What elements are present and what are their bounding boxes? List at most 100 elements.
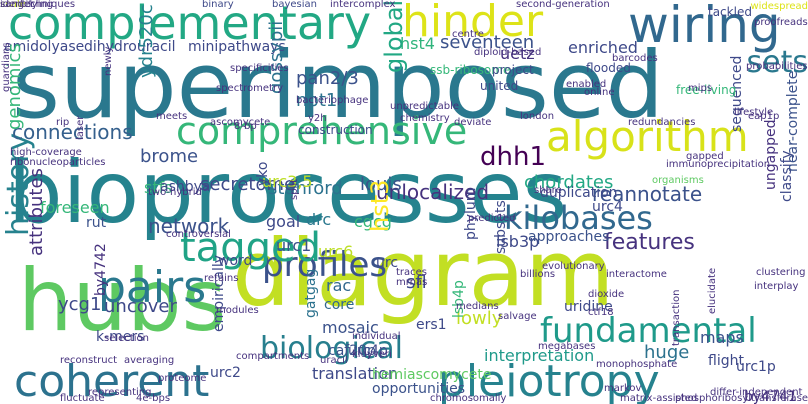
cloud-word: representing <box>88 387 152 398</box>
cloud-word: urc3,5 <box>262 172 313 191</box>
cloud-word: united <box>480 79 519 93</box>
cloud-word: fluctuate <box>60 393 105 404</box>
cloud-word: hemiascomycete <box>372 367 492 383</box>
cloud-word: selection <box>104 333 149 344</box>
cloud-word: chordates <box>524 172 614 193</box>
cloud-word: share <box>534 185 562 196</box>
cloud-word: ungapped <box>763 119 779 191</box>
cloud-word: gatgag <box>303 268 319 318</box>
cloud-word: london <box>520 111 555 122</box>
cloud-word: phosphoribosyltransferase <box>674 393 808 404</box>
cloud-word: enriched <box>568 38 638 57</box>
cloud-word: features <box>604 230 695 255</box>
cloud-word: proteome <box>158 373 207 384</box>
cloud-word: hst3 <box>366 179 394 232</box>
cloud-word: complementary <box>8 0 372 50</box>
cloud-word: hst4 <box>400 34 435 53</box>
cloud-word: predicted <box>468 213 516 224</box>
cloud-word: guardians <box>1 42 12 92</box>
cloud-word: lowly <box>456 308 503 329</box>
cloud-word: reannotate <box>592 182 703 206</box>
cloud-word: empirically <box>211 254 227 332</box>
cloud-word: matrix-assisted <box>620 393 698 404</box>
cloud-word: laser <box>75 115 86 140</box>
cloud-word: elucidate <box>707 267 718 314</box>
cloud-word: brome <box>140 146 199 167</box>
cloud-word: fundamental <box>540 311 757 351</box>
cloud-word: specificities <box>230 63 289 74</box>
cloud-word: ers1 <box>416 317 447 333</box>
cloud-word: ribonucleoparticles <box>10 157 106 168</box>
cloud-word: urc1 <box>276 236 312 255</box>
cloud-word: cgcg <box>354 212 392 231</box>
cloud-word: deviate <box>454 117 492 128</box>
cloud-word: construction <box>298 123 373 137</box>
cloud-word: subsets <box>493 200 509 254</box>
cloud-word: yko <box>255 161 271 186</box>
cloud-word: dioxide <box>588 289 625 300</box>
cloud-word: algorithm <box>546 112 749 161</box>
cloud-word: goal <box>266 212 301 231</box>
cloud-word: ycg1 <box>58 294 102 315</box>
cloud-word: interpretation <box>484 346 595 365</box>
cloud-word: louis <box>360 174 402 195</box>
cloud-word: evolutionary <box>542 261 605 272</box>
cloud-word: uncover <box>104 296 177 317</box>
cloud-word: interactome <box>606 269 667 280</box>
cloud-word: markov <box>604 383 642 394</box>
cloud-word: maps <box>700 328 744 347</box>
cloud-word: eap1p <box>748 111 780 122</box>
cloud-word: comprehensive <box>176 109 468 153</box>
cloud-word: immunoprecipitation <box>666 159 771 170</box>
cloud-word: ssb-ribosome <box>430 63 511 77</box>
cloud-word: free-living <box>676 83 737 97</box>
cloud-word: diploid-based <box>474 47 542 58</box>
cloud-word: duplication <box>540 185 618 201</box>
cloud-word: high-coverage <box>10 147 82 158</box>
cloud-word: flight <box>708 353 744 369</box>
cloud-word: foreseen <box>40 198 110 217</box>
cloud-word: bioprocesses <box>8 143 568 243</box>
cloud-word: global <box>380 0 408 74</box>
cloud-word: 8-bp <box>234 121 257 132</box>
cloud-word: lsb4p <box>451 280 467 318</box>
cloud-word: wiring <box>628 0 781 54</box>
cloud-word: k-mers <box>96 329 145 345</box>
cloud-word: redundancies <box>628 117 696 128</box>
cloud-word: retains <box>204 273 239 284</box>
cloud-word: spectrometry <box>216 83 283 94</box>
cloud-word: 4e-bps <box>136 393 171 404</box>
cloud-word: tagged <box>180 225 321 271</box>
cloud-word: techniques <box>20 0 76 10</box>
cloud-word: flooded <box>586 61 631 75</box>
cloud-word: mips <box>688 83 713 94</box>
cloud-word: network <box>148 214 230 238</box>
cloud-word: compartments <box>236 351 310 362</box>
cloud-word: minipathways <box>188 39 286 55</box>
cloud-word: opportunities <box>372 381 466 397</box>
cloud-word: centre <box>452 29 484 40</box>
cloud-word: ascomycete <box>210 117 271 128</box>
cloud-word: urc2 <box>210 365 241 381</box>
cloud-word: proofreads <box>754 17 808 28</box>
cloud-word: pairs <box>98 262 207 313</box>
cloud-word: caf20p <box>328 343 376 359</box>
cloud-word: amidolyase <box>4 39 85 55</box>
cloud-word: diagram <box>232 220 615 327</box>
cloud-word: traces <box>396 267 428 278</box>
cloud-word: urc6 <box>318 242 354 261</box>
cloud-word: bayesian <box>272 0 317 10</box>
cloud-word: bacteriophage <box>296 95 369 106</box>
cloud-word: pleiotropy <box>438 356 660 404</box>
cloud-word: urc4p <box>348 343 388 359</box>
cloud-word: kluyveri <box>352 349 392 360</box>
cloud-word: urc4 <box>592 199 623 215</box>
cloud-word: two-hybrid <box>148 187 202 198</box>
cloud-word: transaction <box>671 289 682 347</box>
cloud-word: meets <box>156 111 188 122</box>
cloud-word: ydr520c <box>136 4 157 78</box>
cloud-word: coherent <box>14 356 210 404</box>
cloud-word: split <box>289 178 300 200</box>
cloud-word: monophosphate <box>596 359 678 370</box>
